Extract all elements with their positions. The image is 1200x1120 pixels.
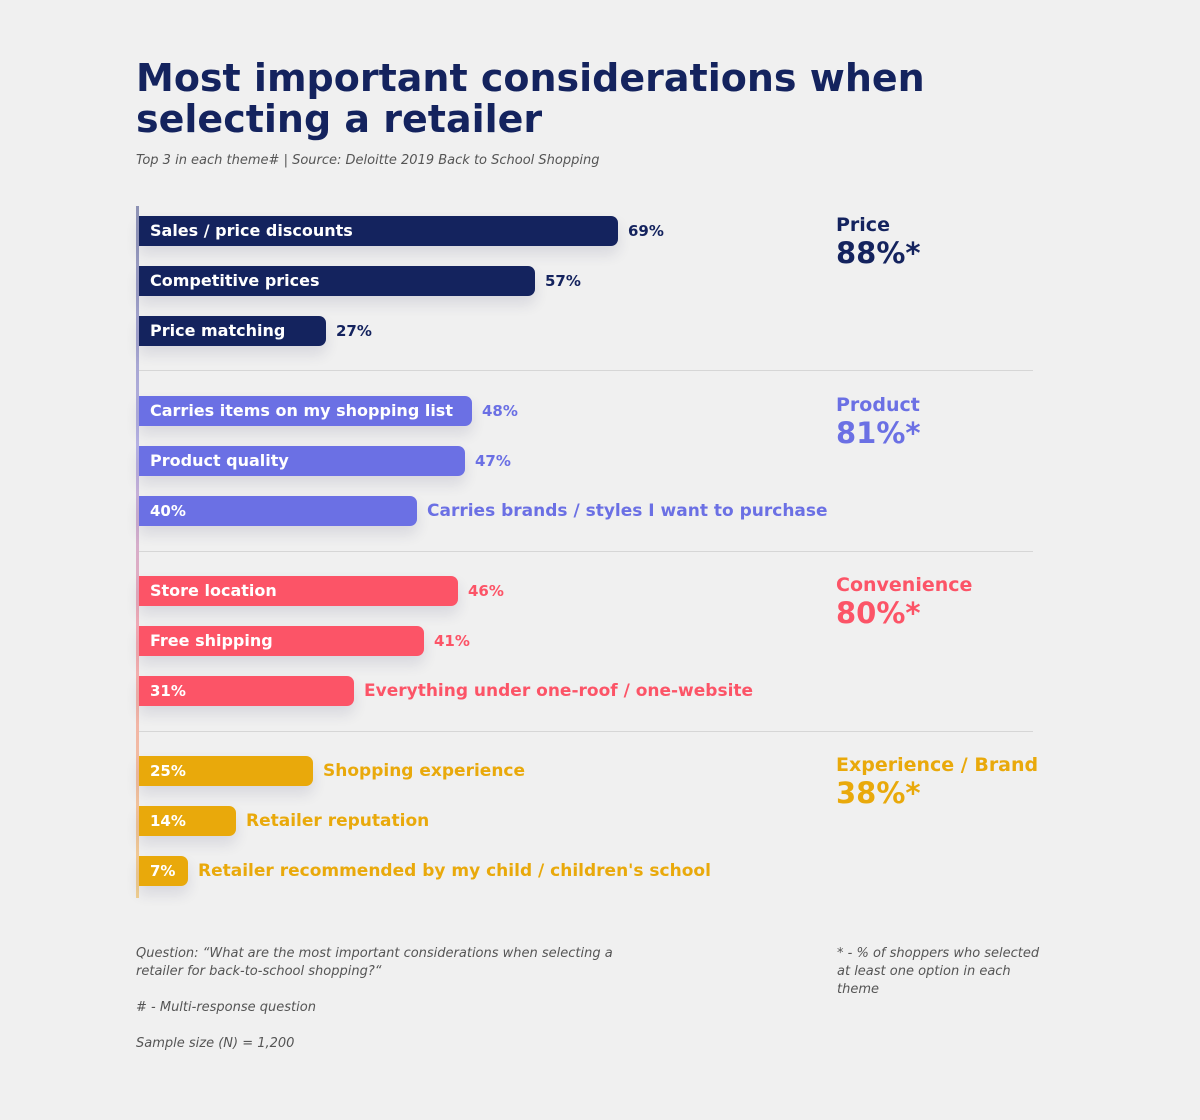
bar-value-label: 57% bbox=[545, 272, 581, 290]
bar-label: Free shipping bbox=[150, 631, 273, 650]
theme-summary: Experience / Brand 38%* bbox=[836, 754, 1056, 810]
divider bbox=[139, 731, 1033, 732]
bar-label: Carries items on my shopping list bbox=[150, 401, 453, 420]
theme-total: 38%* bbox=[836, 776, 921, 810]
footnote-asterisk: * - % of shoppers who selected at least … bbox=[837, 946, 1040, 997]
bar-label: Sales / price discounts bbox=[150, 221, 353, 240]
theme-name: Convenience bbox=[836, 574, 973, 596]
theme-name: Product bbox=[836, 394, 920, 416]
bar-value-label: 25% bbox=[150, 762, 186, 780]
bar-label: Everything under one-roof / one-website bbox=[364, 681, 754, 701]
theme-summary: Convenience 80%* bbox=[836, 574, 1056, 630]
bar bbox=[139, 626, 424, 656]
theme-name: Experience / Brand bbox=[836, 754, 1039, 776]
bar-label: Retailer reputation bbox=[246, 811, 430, 831]
bar-value-label: 41% bbox=[434, 632, 470, 650]
bar-label: Product quality bbox=[150, 451, 289, 470]
bar-label: Retailer recommended by my child / child… bbox=[198, 861, 711, 881]
bar-value-label: 46% bbox=[468, 582, 504, 600]
bar bbox=[139, 496, 417, 526]
divider bbox=[139, 370, 1033, 371]
bar bbox=[139, 396, 472, 426]
theme-total: 81%* bbox=[836, 416, 921, 450]
chart-title: Most important considerations when selec… bbox=[136, 56, 925, 141]
bar-value-label: 40% bbox=[150, 502, 186, 520]
bar bbox=[139, 756, 313, 786]
divider bbox=[139, 551, 1033, 552]
bar-value-label: 7% bbox=[150, 862, 176, 880]
bar-value-label: 31% bbox=[150, 682, 186, 700]
footnote-question: Question: “What are the most important c… bbox=[136, 946, 613, 979]
footnote-sample-size: Sample size (N) = 1,200 bbox=[136, 1036, 295, 1051]
theme-name: Price bbox=[836, 214, 890, 236]
bar bbox=[139, 576, 458, 606]
bar-value-label: 69% bbox=[628, 222, 664, 240]
bar bbox=[139, 806, 236, 836]
bar-label: Competitive prices bbox=[150, 271, 320, 290]
bar-value-label: 27% bbox=[336, 322, 372, 340]
bar bbox=[139, 856, 188, 886]
axis-line bbox=[136, 206, 139, 898]
theme-summary: Price 88%* bbox=[836, 214, 1056, 270]
bar bbox=[139, 676, 354, 706]
bar-label: Price matching bbox=[150, 321, 286, 340]
theme-total: 88%* bbox=[836, 236, 921, 270]
bar-label: Store location bbox=[150, 581, 277, 600]
bar bbox=[139, 316, 326, 346]
bar-value-label: 48% bbox=[482, 402, 518, 420]
bar bbox=[139, 266, 535, 296]
chart-subtitle: Top 3 in each theme# | Source: Deloitte … bbox=[136, 153, 600, 168]
theme-total: 80%* bbox=[836, 596, 921, 630]
bar-label: Carries brands / styles I want to purcha… bbox=[427, 501, 828, 521]
bar bbox=[139, 216, 618, 246]
theme-summary: Product 81%* bbox=[836, 394, 1056, 450]
bar-label: Shopping experience bbox=[323, 761, 526, 781]
bar-value-label: 47% bbox=[475, 452, 511, 470]
footnote-multi-response: # - Multi-response question bbox=[136, 1000, 316, 1015]
bar-value-label: 14% bbox=[150, 812, 186, 830]
bar bbox=[139, 446, 465, 476]
